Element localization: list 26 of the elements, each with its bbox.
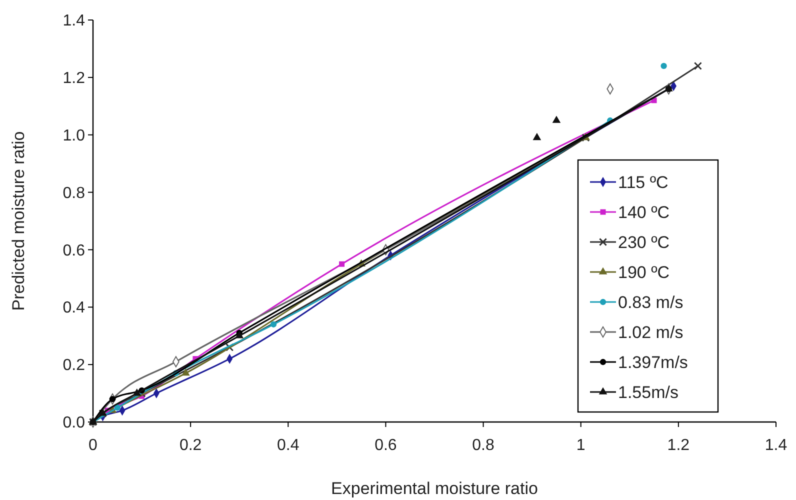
legend-label: 1.55m/s: [618, 382, 678, 402]
legend-label: 190 ºC: [618, 262, 670, 282]
y-tick-label: 0.6: [62, 242, 86, 260]
y-tick-label: 1.0: [62, 127, 86, 144]
y-tick-label: 0.8: [62, 184, 86, 202]
x-tick-label: 0: [88, 437, 98, 454]
y-tick-label: 1.4: [62, 12, 86, 30]
x-tick-label: 1: [576, 437, 586, 454]
legend-label: 140 ºC: [618, 202, 670, 222]
legend-label: 1.397m/s: [618, 352, 688, 372]
legend-label: 230 ºC: [618, 232, 670, 252]
x-tick-label: 0.6: [374, 437, 397, 454]
y-tick-label: 0.2: [62, 357, 86, 374]
x-tick-label: 0.2: [179, 437, 202, 454]
x-tick-label: 0.4: [277, 437, 300, 454]
y-tick-label: 0.4: [62, 300, 86, 317]
x-tick-label: 0.8: [472, 437, 495, 454]
y-tick-label: 1.2: [62, 70, 86, 88]
x-tick-label: 1.4: [764, 437, 788, 454]
y-tick-label: 0.0: [62, 414, 86, 432]
legend-label: 115 ºC: [618, 172, 668, 192]
x-axis-title: Experimental moisture ratio: [331, 479, 538, 498]
y-axis-title: Predicted moisture ratio: [9, 131, 28, 311]
legend-label: 0.83 m/s: [618, 292, 684, 312]
x-tick-label: 1.2: [667, 437, 690, 454]
legend-label: 1.02 m/s: [618, 322, 684, 342]
